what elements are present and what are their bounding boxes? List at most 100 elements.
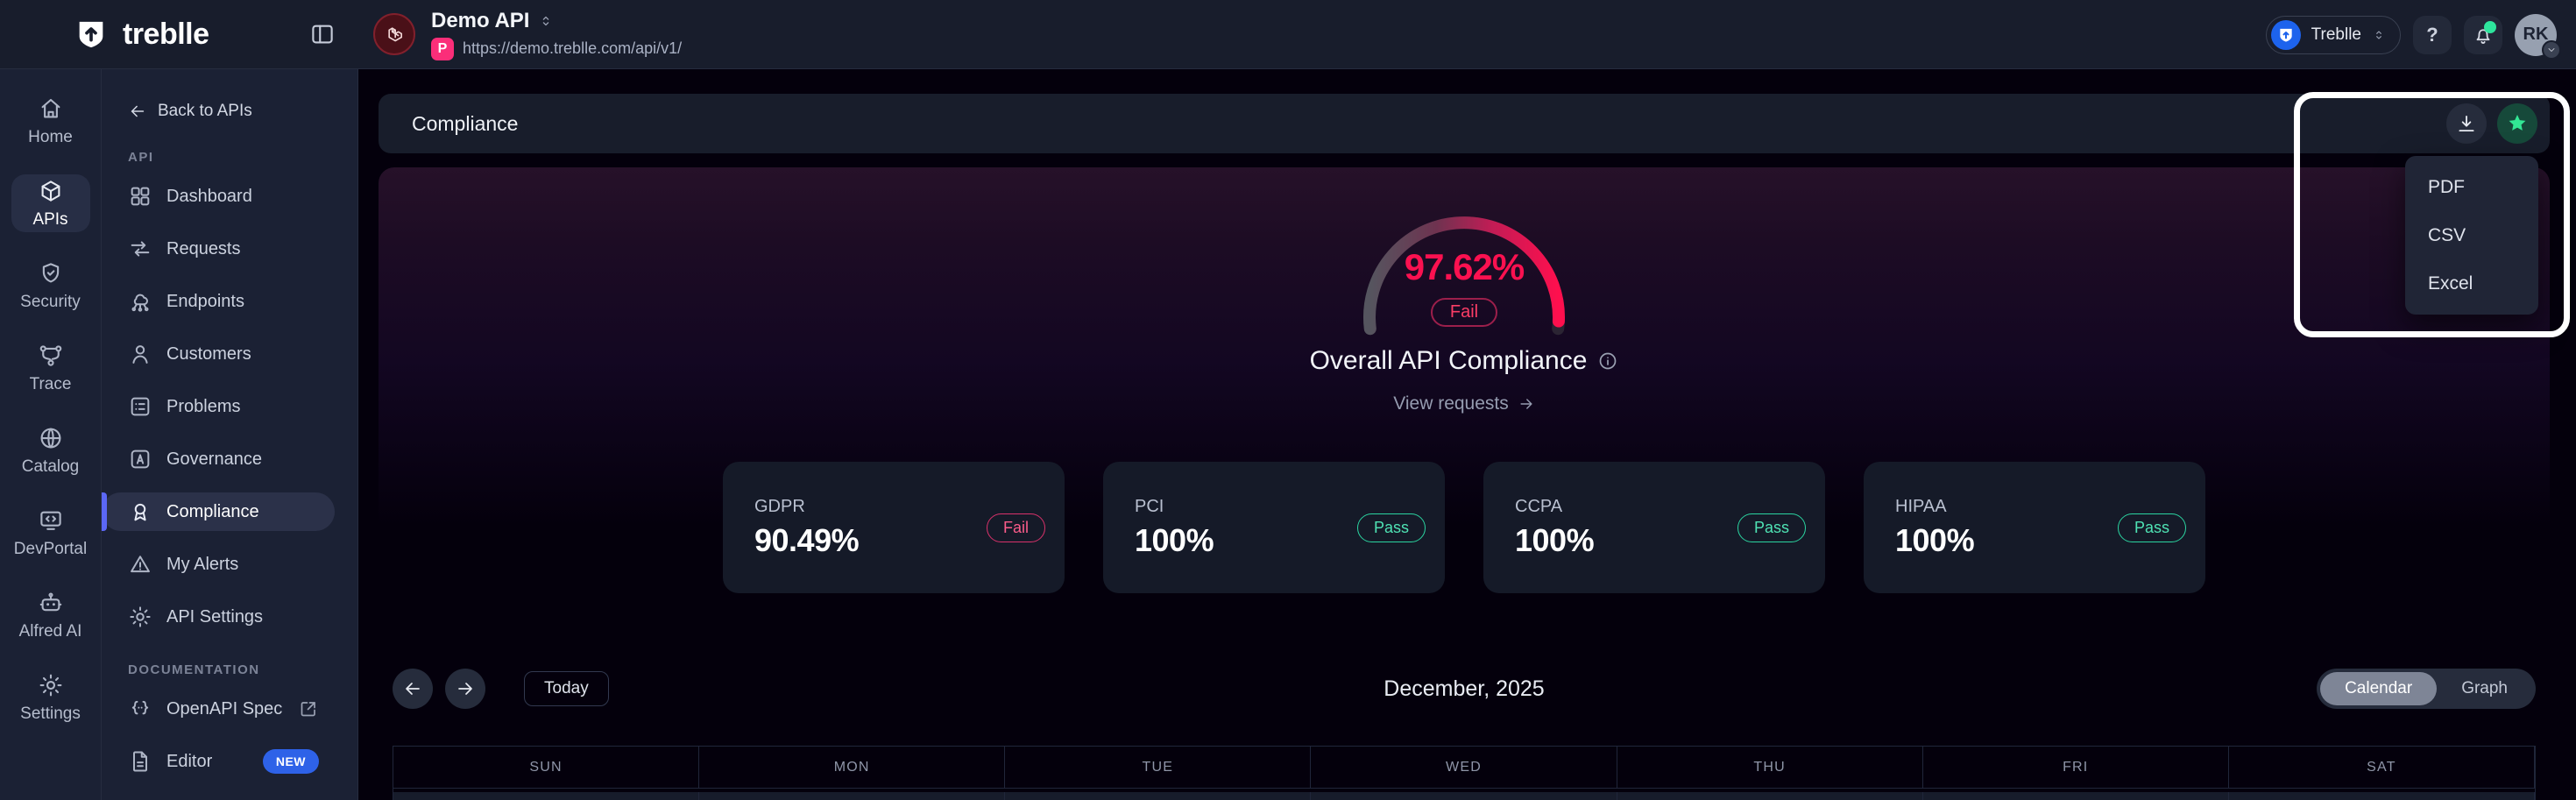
notification-dot bbox=[2484, 20, 2496, 33]
customers-icon bbox=[128, 342, 152, 366]
calendar-cell[interactable] bbox=[1617, 792, 1923, 800]
curly-braces-icon bbox=[128, 697, 152, 721]
rail-item-apis[interactable]: APIs bbox=[11, 174, 90, 232]
trace-route-icon bbox=[39, 344, 61, 366]
user-menu[interactable]: RK bbox=[2515, 13, 2561, 60]
rail-item-home[interactable]: Home bbox=[11, 92, 90, 150]
topbar-actions: Treblle ? RK bbox=[2265, 0, 2561, 69]
export-option-pdf[interactable]: PDF bbox=[2428, 176, 2465, 197]
monitor-code-icon bbox=[39, 511, 61, 530]
compliance-cards: GDPR 90.49% Fail PCI 100% Pass CCPA 100% bbox=[723, 462, 2205, 593]
calendar-cell[interactable] bbox=[1311, 792, 1617, 800]
new-badge: NEW bbox=[262, 749, 319, 774]
rail-item-settings[interactable]: Settings bbox=[11, 669, 90, 726]
compliance-card-gdpr[interactable]: GDPR 90.49% Fail bbox=[723, 462, 1065, 593]
help-button[interactable]: ? bbox=[2413, 15, 2452, 54]
api-url: https://demo.treblle.com/api/v1/ bbox=[463, 39, 683, 57]
robot-icon bbox=[39, 591, 61, 611]
calendar-cell[interactable] bbox=[1922, 792, 2229, 800]
sidebar-item-api-settings[interactable]: API Settings bbox=[102, 598, 335, 636]
api-title-block: Demo API P https://demo.treblle.com/api/… bbox=[431, 9, 682, 60]
sidebar-item-editor[interactable]: Editor NEW bbox=[102, 742, 335, 781]
day-header-tue: TUE bbox=[1005, 747, 1312, 789]
globe-icon bbox=[40, 428, 60, 448]
workspace-switcher[interactable]: Treblle bbox=[2265, 15, 2401, 54]
back-to-apis-link[interactable]: Back to APIs bbox=[102, 99, 357, 124]
document-icon bbox=[128, 749, 152, 774]
sidebar-item-openapi-spec[interactable]: OpenAPI Spec bbox=[102, 690, 335, 728]
prev-month-button[interactable] bbox=[393, 669, 433, 709]
day-header-fri: FRI bbox=[1922, 747, 2229, 789]
info-icon[interactable] bbox=[1597, 350, 1618, 372]
api-identity[interactable]: Demo API P https://demo.treblle.com/api/… bbox=[373, 9, 682, 60]
brand: treblle bbox=[0, 17, 289, 52]
calendar-grid: SUN MON TUE WED THU FRI SAT bbox=[393, 746, 2536, 800]
brand-wordmark: treblle bbox=[123, 17, 209, 51]
sidebar-collapse-icon[interactable] bbox=[303, 15, 342, 53]
sidebar-item-my-alerts[interactable]: My Alerts bbox=[102, 545, 335, 584]
compliance-card-hipaa[interactable]: HIPAA 100% Pass bbox=[1864, 462, 2205, 593]
alert-triangle-icon bbox=[128, 552, 152, 577]
notifications-button[interactable] bbox=[2464, 15, 2502, 54]
compliance-award-icon bbox=[128, 499, 152, 524]
governance-icon bbox=[128, 447, 152, 471]
day-header-mon: MON bbox=[699, 747, 1006, 789]
next-month-button[interactable] bbox=[445, 669, 485, 709]
sidebar-item-problems[interactable]: Problems bbox=[102, 387, 335, 426]
download-button[interactable] bbox=[2446, 103, 2487, 144]
page-title: Compliance bbox=[412, 111, 519, 135]
compliance-card-ccpa[interactable]: CCPA 100% Pass bbox=[1483, 462, 1825, 593]
sidebar-item-governance[interactable]: Governance bbox=[102, 440, 335, 478]
env-badge: P bbox=[431, 37, 454, 60]
compliance-card-pci[interactable]: PCI 100% Pass bbox=[1103, 462, 1445, 593]
rail-item-devportal[interactable]: DevPortal bbox=[11, 504, 90, 562]
star-icon bbox=[2509, 115, 2526, 131]
bell-icon bbox=[2476, 28, 2490, 44]
sidebar-item-dashboard[interactable]: Dashboard bbox=[102, 177, 335, 216]
sidebar-item-compliance[interactable]: Compliance bbox=[102, 492, 335, 531]
rail-item-alfred-ai[interactable]: Alfred AI bbox=[11, 586, 90, 644]
status-badge: Fail bbox=[986, 513, 1045, 542]
calendar-cell[interactable] bbox=[2228, 792, 2535, 800]
calendar-cell[interactable] bbox=[393, 792, 700, 800]
endpoints-icon bbox=[128, 289, 152, 314]
rail-item-trace[interactable]: Trace bbox=[11, 339, 90, 397]
rail-item-security[interactable]: Security bbox=[11, 257, 90, 315]
page-header: Compliance bbox=[379, 94, 2550, 153]
gear-icon bbox=[128, 605, 152, 629]
main-content: Compliance PDF CSV Excel bbox=[358, 69, 2576, 800]
gear-icon bbox=[39, 674, 61, 696]
compliance-overview-panel: 97.62% Fail Overall API Compliance View … bbox=[379, 167, 2550, 628]
sidebar-item-customers[interactable]: Customers bbox=[102, 335, 335, 373]
api-name[interactable]: Demo API bbox=[431, 8, 530, 32]
gauge-status-badge: Fail bbox=[1430, 298, 1498, 327]
export-option-excel[interactable]: Excel bbox=[2428, 273, 2473, 294]
export-dropdown-menu: PDF CSV Excel bbox=[2405, 156, 2538, 315]
api-switcher-chevrons-icon[interactable] bbox=[538, 13, 554, 29]
status-badge: Pass bbox=[2117, 513, 2186, 542]
gauge-title: Overall API Compliance bbox=[1309, 346, 1588, 375]
rail-item-catalog[interactable]: Catalog bbox=[11, 421, 90, 479]
sidebar-item-requests[interactable]: Requests bbox=[102, 230, 335, 268]
section-label-documentation: DOCUMENTATION bbox=[128, 662, 260, 677]
problems-icon bbox=[128, 394, 152, 419]
api-sidebar: Back to APIs API Dashboard Requests Endp… bbox=[102, 69, 358, 800]
calendar-cell[interactable] bbox=[1005, 792, 1312, 800]
view-requests-link[interactable]: View requests bbox=[1393, 393, 1535, 414]
view-toggle: Calendar Graph bbox=[2317, 669, 2536, 709]
favorite-button[interactable] bbox=[2497, 103, 2537, 144]
export-option-csv[interactable]: CSV bbox=[2428, 224, 2466, 245]
toggle-calendar[interactable]: Calendar bbox=[2320, 672, 2438, 705]
calendar-cell[interactable] bbox=[699, 792, 1006, 800]
toggle-graph[interactable]: Graph bbox=[2461, 679, 2508, 697]
section-label-api: API bbox=[128, 150, 154, 165]
active-indicator bbox=[102, 492, 107, 531]
today-button[interactable]: Today bbox=[524, 671, 609, 706]
gauge-value: 97.62% bbox=[1404, 246, 1525, 287]
day-header-sun: SUN bbox=[393, 747, 700, 789]
sidebar-item-endpoints[interactable]: Endpoints bbox=[102, 282, 335, 321]
day-header-thu: THU bbox=[1617, 747, 1923, 789]
laravel-logo-icon bbox=[373, 13, 415, 55]
arrow-left-icon bbox=[406, 683, 420, 695]
cube-icon bbox=[41, 180, 60, 202]
